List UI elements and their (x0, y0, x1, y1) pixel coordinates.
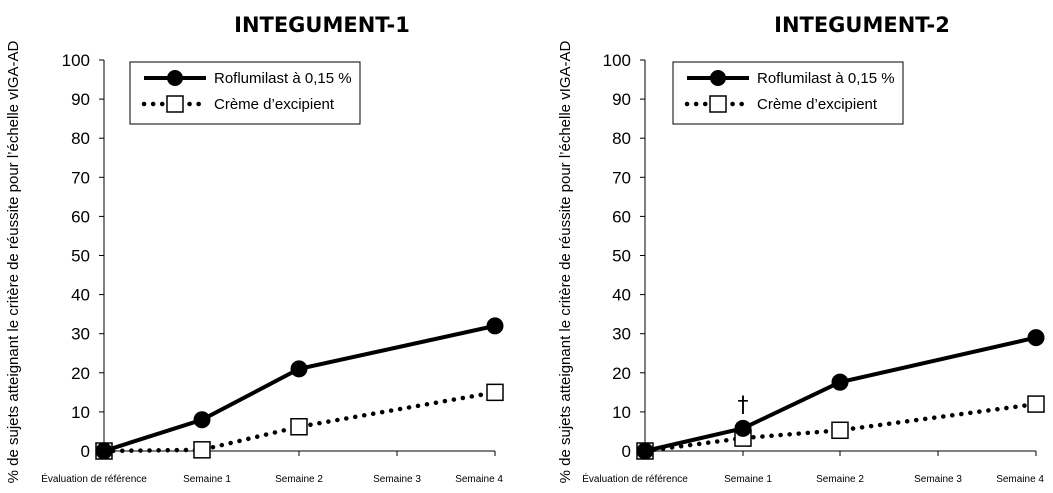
x-tick-label: Évaluation de référence (582, 472, 688, 485)
y-tick-label: 60 (71, 207, 90, 226)
series-vehicle (95, 383, 504, 460)
data-point-circle (734, 419, 752, 437)
y-tick-label: 20 (612, 364, 631, 383)
series-roflumilast (95, 317, 504, 460)
chart-title: INTEGUMENT-1 (234, 13, 410, 37)
x-tick-label: Semaine 4 (996, 474, 1044, 485)
legend-box (672, 61, 904, 125)
data-point-square (486, 383, 504, 402)
data-point-circle (486, 317, 504, 335)
x-tick-label: Semaine 4 (455, 474, 503, 485)
y-tick-label: 40 (612, 286, 631, 305)
chart-panel-1: INTEGUMENT-1 % de sujets atteignant le cr… (5, 13, 504, 485)
legend-swatch-circle (167, 70, 183, 86)
legend-label: Roflumilast à 0,15 % (214, 70, 352, 87)
y-tick-label: 100 (603, 51, 631, 70)
legend: Roflumilast à 0,15 % Crème d’excipient (129, 61, 361, 125)
y-tick-label: 0 (622, 442, 631, 461)
y-tick-label: 10 (612, 403, 631, 422)
chart-panel-2: INTEGUMENT-2 % de sujets atteignant le cr… (557, 13, 1045, 485)
data-point-square (1027, 395, 1045, 413)
series-line (101, 390, 498, 454)
x-tick-label: Évaluation de référence (41, 472, 147, 485)
data-point-circle (831, 373, 849, 391)
x-tick-label: Semaine 1 (183, 474, 231, 485)
series-vehicle (636, 395, 1045, 460)
y-tick-label: 20 (71, 364, 90, 383)
data-point-circle (290, 360, 308, 378)
data-point-square (290, 418, 308, 436)
series-line (642, 401, 1039, 454)
y-tick-label: 50 (612, 247, 631, 266)
x-tick-label: Semaine 1 (724, 474, 772, 485)
y-tick-label: 90 (71, 90, 90, 109)
legend-label: Crème d’excipient (757, 96, 878, 113)
y-tick-label: 80 (612, 129, 631, 148)
y-tick-label: 60 (612, 207, 631, 226)
legend-swatch-square (166, 95, 184, 113)
chart-title: INTEGUMENT-2 (774, 13, 950, 37)
data-point-square (831, 421, 849, 440)
y-tick-label: 40 (71, 286, 90, 305)
y-tick-label: 0 (81, 442, 90, 461)
x-tick-label: Semaine 2 (816, 474, 864, 485)
y-axis-label: % de sujets atteignant le critère de réu… (557, 40, 574, 483)
y-tick-label: 70 (612, 168, 631, 187)
series-line (644, 335, 1037, 453)
series-roflumilast (636, 329, 1045, 460)
y-axis-label: % de sujets atteignant le critère de réu… (5, 40, 22, 483)
data-point-circle (95, 442, 113, 460)
legend-box (129, 61, 361, 125)
data-point-circle (1027, 329, 1045, 347)
y-tick-label: 70 (71, 168, 90, 187)
series-line (103, 323, 496, 453)
y-tick-label: 50 (71, 247, 90, 266)
y-tick-label: 10 (71, 403, 90, 422)
legend-swatch-square (709, 95, 727, 113)
data-point-circle (193, 411, 211, 429)
x-tick-label: Semaine 2 (275, 474, 323, 485)
data-point-circle (636, 442, 654, 460)
x-tick-label: Semaine 3 (914, 474, 962, 485)
y-tick-label: 90 (612, 90, 631, 109)
legend-label: Roflumilast à 0,15 % (757, 70, 895, 87)
data-point-square (193, 441, 211, 459)
x-tick-label: Semaine 3 (373, 474, 421, 485)
legend-label: Crème d’excipient (214, 96, 335, 113)
legend-swatch-circle (710, 70, 726, 86)
y-tick-label: 30 (612, 325, 631, 344)
annotation-dagger: † (738, 393, 749, 418)
y-tick-label: 80 (71, 129, 90, 148)
y-tick-label: 100 (62, 51, 90, 70)
y-tick-label: 30 (71, 325, 90, 344)
legend: Roflumilast à 0,15 % Crème d’excipient (672, 61, 904, 125)
